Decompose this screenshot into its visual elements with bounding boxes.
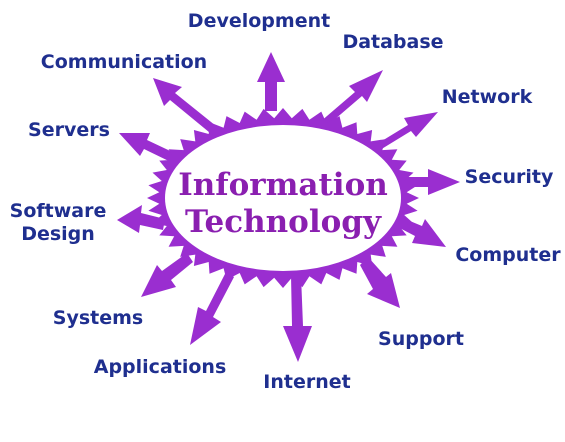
label-internet: Internet [263,371,350,393]
label-applications: Applications [94,356,227,378]
label-communication: Communication [41,51,207,73]
center-title-line1: Information [178,167,388,203]
arrow-systems [141,253,193,297]
label-support: Support [378,328,464,350]
arrow-communication [153,78,221,137]
arrow-database [320,70,383,126]
label-network: Network [442,86,533,108]
label-database: Database [342,31,443,53]
label-security: Security [465,166,554,188]
label-servers: Servers [28,119,110,141]
center-title-line2: Technology [185,204,382,240]
arrow-support [360,257,400,308]
arrow-development [257,52,285,111]
arrow-applications [190,272,234,345]
arrows-group [117,52,460,362]
arrow-network [372,112,438,153]
arrow-security [393,169,460,195]
center-ellipse [165,125,401,271]
arrow-software-design [117,205,165,233]
arrow-servers [119,133,183,166]
label-computer: Computer [455,244,561,266]
arrow-internet [283,275,312,362]
label-development: Development [188,10,330,32]
label-systems: Systems [53,307,143,329]
label-software-design-line2: Design [21,223,95,245]
label-software-design-line1: Software [10,200,107,222]
